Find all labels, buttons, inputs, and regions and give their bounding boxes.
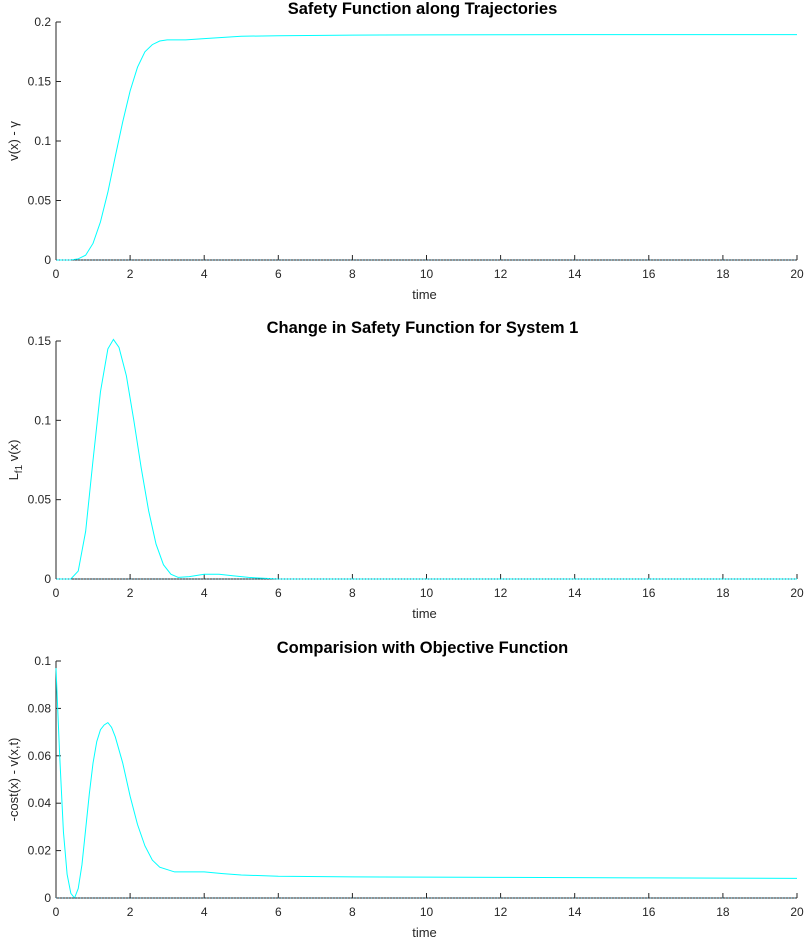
x-tick-label: 12: [494, 586, 508, 600]
y-tick-label: 0.1: [34, 134, 51, 148]
x-tick-label: 16: [642, 267, 656, 281]
x-tick-label: 6: [275, 267, 282, 281]
x-tick-label: 8: [349, 267, 356, 281]
chart-3: 0 2 4 6 8 10 12 14 16 18 20 0 0.02 0.04 0.06 0.08 0.1 Com…: [6, 639, 804, 938]
data-series-line: [56, 34, 797, 261]
x-tick-label: 4: [201, 586, 208, 600]
x-tick-label: 6: [275, 905, 282, 919]
y-tick-label: 0: [44, 572, 51, 586]
x-tick-label: 18: [716, 905, 730, 919]
chart-title: Safety Function along Trajectories: [288, 0, 558, 18]
x-axis-label: time: [412, 925, 437, 938]
y-tick-label: 0.15: [28, 75, 52, 89]
y-tick-label: 0.1: [34, 654, 51, 668]
x-tick-label: 4: [201, 267, 208, 281]
x-tick-label: 20: [790, 267, 804, 281]
x-tick-label: 0: [53, 586, 60, 600]
y-axis-label-tail: v(x): [6, 440, 21, 465]
data-series-line: [55, 668, 798, 899]
chart-title: Change in Safety Function for System 1: [267, 319, 579, 337]
x-tick-label: 16: [642, 586, 656, 600]
x-tick-label: 14: [568, 586, 582, 600]
x-tick-label: 16: [642, 905, 656, 919]
x-tick-label: 2: [127, 267, 134, 281]
x-tick-label: 10: [420, 586, 434, 600]
y-tick-label: 0.2: [34, 15, 51, 29]
chart-1: 0 2 4 6 8 10 12 14 16 18 20 0 0.05 0.1 0.15 0.2 Safety F…: [6, 0, 804, 302]
y-tick-label: 0: [44, 891, 51, 905]
y-tick-label: 0.08: [28, 701, 52, 715]
data-series-line: [56, 338, 797, 580]
chart-2: 0 2 4 6 8 10 12 14 16 18 20 0 0.05 0.1 0.15 Change in S…: [6, 319, 804, 621]
x-tick-label: 2: [127, 905, 134, 919]
x-tick-label: 0: [53, 905, 60, 919]
x-tick-label: 2: [127, 586, 134, 600]
x-tick-label: 6: [275, 586, 282, 600]
chart-title: Comparision with Objective Function: [277, 639, 569, 657]
x-tick-label: 12: [494, 905, 508, 919]
y-tick-label: 0.15: [28, 334, 52, 348]
y-axis-label-main: L: [6, 473, 21, 480]
x-axis-label: time: [412, 287, 437, 302]
x-tick-label: 14: [568, 267, 582, 281]
x-tick-label: 8: [349, 905, 356, 919]
x-tick-label: 20: [790, 905, 804, 919]
x-tick-label: 4: [201, 905, 208, 919]
y-tick-label: 0.05: [28, 194, 52, 208]
y-tick-label: 0.1: [34, 413, 51, 427]
y-tick-label: 0: [44, 253, 51, 267]
y-axis-label: -cost(x) - v(x,t): [6, 738, 21, 822]
x-tick-label: 18: [716, 267, 730, 281]
y-tick-label: 0.06: [28, 749, 52, 763]
x-tick-label: 12: [494, 267, 508, 281]
y-tick-label: 0.05: [28, 493, 52, 507]
y-tick-label: 0.04: [28, 796, 52, 810]
y-tick-label: 0.02: [28, 844, 52, 858]
y-axis-label-subscript: f1: [14, 464, 25, 473]
x-tick-label: 8: [349, 586, 356, 600]
y-axis-label: v(x) - γ: [6, 121, 21, 161]
x-tick-label: 0: [53, 267, 60, 281]
y-axis-label: Lf1 v(x): [6, 440, 25, 481]
x-tick-label: 14: [568, 905, 582, 919]
x-axis-label: time: [412, 606, 437, 621]
x-tick-label: 10: [420, 267, 434, 281]
x-tick-label: 10: [420, 905, 434, 919]
x-tick-label: 18: [716, 586, 730, 600]
x-tick-label: 20: [790, 586, 804, 600]
